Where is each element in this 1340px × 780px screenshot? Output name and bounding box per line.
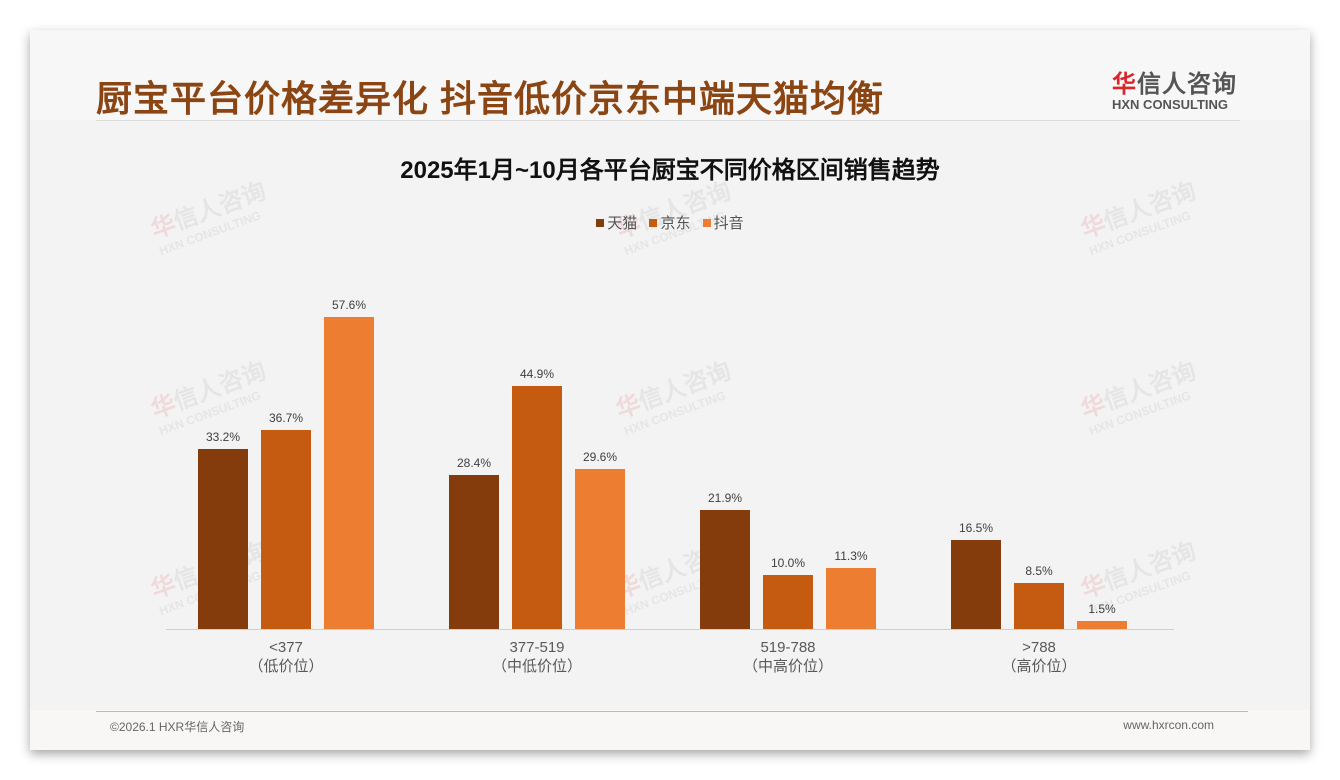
page-title: 厨宝平台价格差异化 抖音低价京东中端天猫均衡: [96, 78, 885, 119]
bar: [449, 475, 499, 629]
legend-swatch-icon: [596, 219, 605, 227]
bar-value-label: 10.0%: [770, 556, 806, 570]
x-axis-category-label: <377 （低价位）: [186, 638, 386, 676]
chart-title: 2025年1月~10月各平台厨宝不同价格区间销售趋势: [400, 157, 940, 184]
bar: [512, 386, 562, 629]
legend-item-jd: 京东: [649, 212, 691, 233]
footer-website: www.hxrcon.com: [1123, 718, 1214, 732]
category-range: <377: [269, 639, 303, 656]
footer-band: [30, 710, 1310, 750]
title-divider: [96, 120, 1240, 121]
bar-value-label: 1.5%: [1088, 602, 1116, 616]
footer-divider: [96, 711, 1248, 712]
category-sublabel: （中低价位）: [491, 658, 582, 675]
category-range: 519-788: [760, 639, 816, 656]
legend-item-douyin: 抖音: [702, 212, 744, 233]
plot-area: 33.2% 36.7% 57.6% 28.4% 44.9% 29.6% 21.9% 10.0%…: [166, 270, 1174, 630]
legend-item-tmall: 天猫: [596, 212, 637, 233]
x-axis-category-label: 377-519 （中低价位）: [437, 638, 637, 676]
bar-value-label: 36.7%: [268, 411, 304, 425]
header-band: [30, 30, 1310, 120]
x-axis-category-label: >788 （高价位）: [939, 638, 1139, 676]
bar: [1014, 583, 1064, 629]
company-logo: 华信人咨询 HXN CONSULTING: [1112, 64, 1242, 112]
slide: 厨宝平台价格差异化 抖音低价京东中端天猫均衡 华信人咨询 HXN CONSULT…: [30, 30, 1310, 750]
category-range: >788: [1022, 639, 1056, 656]
footer-copyright: ©2026.1 HXR华信人咨询: [110, 720, 245, 734]
legend-swatch-icon: [649, 219, 658, 227]
bar: [700, 510, 750, 629]
category-sublabel: （高价位）: [1001, 658, 1077, 675]
bar-value-label: 11.3%: [834, 549, 868, 563]
bar: [198, 449, 248, 629]
bar-value-label: 44.9%: [519, 367, 555, 381]
bar-value-label: 57.6%: [331, 298, 367, 312]
bar-value-label: 29.6%: [582, 450, 618, 464]
logo-cn-rest: 信人咨询: [1137, 71, 1237, 98]
bar: [951, 540, 1001, 629]
category-range: 377-519: [509, 639, 565, 656]
logo-en: HXN CONSULTING: [1112, 97, 1229, 112]
legend-swatch-icon: [702, 219, 711, 227]
bar: [261, 430, 311, 629]
category-sublabel: （中高价位）: [742, 658, 833, 675]
bar: [1077, 621, 1127, 629]
logo-cn: 华信人咨询: [1112, 64, 1242, 99]
bar: [763, 575, 813, 629]
bar-value-label: 8.5%: [1025, 564, 1053, 578]
category-sublabel: （低价位）: [248, 658, 324, 675]
bar: [826, 568, 876, 629]
bar-value-label: 16.5%: [958, 521, 994, 535]
bar-value-label: 33.2%: [205, 430, 241, 444]
x-axis-category-label: 519-788 （中高价位）: [688, 638, 888, 676]
bar-value-label: 28.4%: [456, 456, 492, 470]
logo-cn-red: 华: [1112, 71, 1137, 98]
bar-value-label: 21.9%: [707, 491, 743, 505]
bar: [324, 317, 374, 629]
chart-legend: 天猫 京东 抖音: [30, 212, 1310, 233]
x-axis-line: [166, 629, 1174, 630]
bar: [575, 469, 625, 629]
